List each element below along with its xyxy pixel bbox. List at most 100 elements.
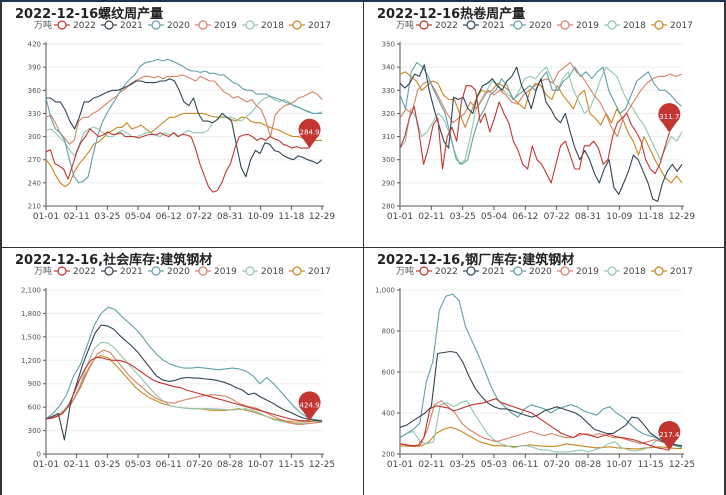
y-tick-label: 1,200: [21, 357, 41, 365]
legend-item-2018[interactable]: 2018: [242, 266, 284, 277]
legend-item-2022[interactable]: 2022: [54, 20, 96, 31]
legend-label: 2017: [308, 267, 331, 277]
y-tick-label: 800: [382, 328, 395, 336]
series-line-2019: [45, 74, 323, 145]
y-axis: 200 400 600 800 1,000: [375, 287, 682, 459]
legend-item-2017[interactable]: 2017: [651, 20, 693, 31]
chart-svg: 万吨 2022 2021 2020 2019 2018 2017 0 300 600 900 1,20…: [21, 265, 335, 470]
legend-circle-icon: [560, 266, 570, 276]
pin-label: 284.9: [300, 129, 320, 137]
legend-label: 2020: [529, 267, 552, 277]
legend-item-2022[interactable]: 2022: [416, 266, 458, 277]
legend-item-2021[interactable]: 2021: [101, 20, 143, 31]
series-line-2017: [399, 426, 683, 450]
y-tick-label: 1,000: [375, 287, 395, 295]
legend-item-2017[interactable]: 2017: [289, 20, 331, 31]
legend-item-2017[interactable]: 2017: [289, 266, 331, 277]
legend-item-2020[interactable]: 2020: [510, 266, 552, 277]
y-tick-label: 320: [382, 110, 395, 118]
legend-item-2018[interactable]: 2018: [242, 20, 284, 31]
legend-circle-icon: [607, 20, 617, 30]
legend-item-2021[interactable]: 2021: [463, 266, 505, 277]
x-tick-label: 07-20: [544, 460, 570, 470]
legend-label: 2017: [670, 267, 693, 277]
x-tick-label: 08-31: [217, 212, 243, 222]
legend-item-2019[interactable]: 2019: [557, 266, 599, 277]
legend-circle-icon: [654, 266, 664, 276]
x-tick-label: 05-04: [481, 212, 507, 222]
legend-item-2018[interactable]: 2018: [604, 266, 646, 277]
legend-item-2019[interactable]: 2019: [195, 266, 237, 277]
legend-circle-icon: [292, 20, 302, 30]
x-tick-label: 06-12: [512, 212, 538, 222]
x-tick-label: 11-15: [638, 460, 664, 470]
x-tick-label: 11-15: [278, 460, 304, 470]
legend-label: 2018: [261, 267, 284, 277]
legend-label: 2022: [435, 21, 458, 31]
legend-item-2019[interactable]: 2019: [195, 20, 237, 31]
pin-label: 311.7: [659, 113, 679, 121]
y-tick-label: 300: [28, 427, 41, 435]
chart-title: 2022-12-16,钢厂库存:建筑钢材: [377, 253, 575, 268]
x-tick-label: 12-25: [669, 460, 695, 470]
chart-title: 2022-12-16热卷周产量: [377, 7, 526, 22]
legend-item-2021[interactable]: 2021: [463, 20, 505, 31]
x-tick-label: 01-01: [33, 460, 59, 470]
legend: 万吨 2022 2021 2020 2019 2018 2017: [396, 19, 693, 31]
series-group: [45, 306, 323, 441]
legend-circle-icon: [198, 266, 208, 276]
y-tick-label: 1,500: [21, 333, 41, 341]
x-tick-label: 07-20: [186, 460, 212, 470]
x-tick-label: 10-07: [606, 460, 632, 470]
series-line-2019: [45, 349, 323, 425]
legend-item-2022[interactable]: 2022: [54, 266, 96, 277]
legend-label: 2021: [482, 267, 505, 277]
y-tick-label: 340: [382, 64, 395, 72]
legend: 万吨 2022 2021 2020 2019 2018 2017: [34, 19, 331, 31]
legend-item-2020[interactable]: 2020: [510, 20, 552, 31]
unit-label: 万吨: [396, 265, 414, 277]
x-tick-label: 03-25: [94, 460, 120, 470]
chart-panel-mill-inventory: 2022-12-16,钢厂库存:建筑钢材 万吨 2022 2021 2020 2019 2…: [364, 248, 726, 495]
x-tick-label: 06-11: [156, 460, 182, 470]
chart-panel-rebar-production: 2022-12-16螺纹周产量 万吨 2022 2021 2020 2019 2018 20…: [0, 2, 364, 248]
unit-label: 万吨: [34, 19, 52, 31]
legend-circle-icon: [245, 266, 255, 276]
legend-item-2017[interactable]: 2017: [651, 266, 693, 277]
legend-circle-icon: [198, 20, 208, 30]
chart-panel-social-inventory: 2022-12-16,社会库存:建筑钢材 万吨 2022 2021 2020 2019 2…: [0, 248, 364, 495]
x-tick-label: 02-11: [418, 460, 444, 470]
legend-item-2019[interactable]: 2019: [557, 20, 599, 31]
y-tick-label: 330: [382, 87, 395, 95]
legend-item-2021[interactable]: 2021: [101, 266, 143, 277]
legend: 万吨 2022 2021 2020 2019 2018 2017: [34, 265, 331, 277]
legend-label: 2019: [214, 267, 237, 277]
chart-svg: 万吨 2022 2021 2020 2019 2018 2017 210 240 270 300 33…: [28, 19, 336, 222]
legend-circle-icon: [654, 20, 664, 30]
y-tick-label: 200: [382, 451, 395, 459]
pin-icon: [658, 420, 681, 451]
x-tick-label: 07-22: [544, 212, 570, 222]
legend-circle-icon: [513, 266, 523, 276]
legend-label: 2021: [482, 21, 505, 31]
legend-circle-icon: [292, 266, 302, 276]
legend-circle-icon: [245, 20, 255, 30]
legend-label: 2018: [261, 21, 284, 31]
x-tick-label: 11-18: [278, 212, 304, 222]
legend-label: 2020: [529, 21, 552, 31]
x-tick-label: 11-18: [638, 212, 664, 222]
x-tick-label: 08-28: [575, 460, 601, 470]
legend-circle-icon: [466, 266, 476, 276]
legend-item-2020[interactable]: 2020: [148, 20, 190, 31]
legend-item-2018[interactable]: 2018: [604, 20, 646, 31]
legend-item-2022[interactable]: 2022: [416, 20, 458, 31]
legend-item-2020[interactable]: 2020: [148, 266, 190, 277]
y-tick-label: 270: [28, 156, 41, 164]
series-line-2020: [45, 306, 323, 421]
chart-title: 2022-12-16螺纹周产量: [15, 7, 164, 22]
series-line-2021: [399, 350, 683, 447]
x-tick-label: 10-09: [248, 212, 274, 222]
pin-marker: 424.9: [298, 391, 321, 421]
y-tick-label: 240: [28, 179, 41, 187]
